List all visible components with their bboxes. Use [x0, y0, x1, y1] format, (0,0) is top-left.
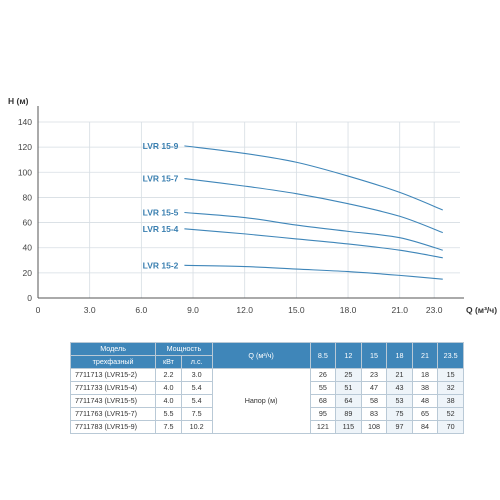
chart-grid [38, 121, 460, 298]
head-cell: 25 [335, 368, 362, 382]
series-label-lvr-15-7: LVR 15-7 [143, 174, 179, 184]
head-cell: 75 [386, 407, 413, 421]
chart-axes [37, 106, 464, 299]
table-header-row-1: Модель Мощность Q (м³/ч) 8.5 12 15 18 21… [69, 342, 464, 369]
y-tick-label: 40 [23, 243, 33, 253]
chart-series: LVR 15-9 LVR 15-7 LVR 15-5 LVR 15-4 LVR 15-2 [143, 141, 443, 280]
head-cell: 52 [437, 407, 464, 421]
head-cell: 48 [411, 394, 439, 408]
table-row: 7711763 (LVR15-7) 5.5 7.5 95 89 83 75 65… [69, 407, 464, 421]
x-tick-label: 15.0 [288, 305, 305, 315]
head-cell: 89 [335, 407, 362, 421]
x-tick-label: 12.0 [236, 305, 253, 315]
head-cell: 121 [309, 420, 337, 434]
model-cell: 7711733 (LVR15-4) [69, 381, 157, 395]
kw-cell: 7.5 [155, 420, 182, 434]
x-tick-label: 6.0 [135, 305, 147, 315]
hp-cell: 3.0 [180, 368, 213, 382]
head-cell: 26 [309, 368, 337, 382]
y-axis-title: H (м) [8, 96, 29, 106]
power-header: Мощность [155, 342, 213, 356]
q-value-header: 21 [411, 342, 439, 369]
head-cell: 15 [437, 368, 464, 382]
kw-cell: 2.2 [155, 368, 182, 382]
series-label-lvr-15-2: LVR 15-2 [143, 260, 179, 270]
pump-performance-chart: 0 3.0 6.0 9.0 12.0 15.0 18.0 21.0 23.0 0 20 40 60 80 1… [8, 96, 497, 315]
head-cell: 23 [360, 368, 388, 382]
q-value-header: 8.5 [309, 342, 337, 369]
chart-tick-labels: 0 3.0 6.0 9.0 12.0 15.0 18.0 21.0 23.0 0 20 40 60 80 1… [18, 117, 443, 315]
q-header: Q (м³/ч) [211, 342, 311, 369]
head-cell: 65 [411, 407, 439, 421]
head-cell: 32 [437, 381, 464, 395]
curve-lvr-15-9 [184, 145, 443, 211]
q-value-header: 12 [335, 342, 362, 369]
table-row: 7711713 (LVR15-2) 2.2 3.0 Напор (м) 26 2… [69, 368, 464, 434]
table-row: 7711733 (LVR15-4) 4.0 5.4 55 51 47 43 38… [69, 381, 464, 395]
series-label-lvr-15-4: LVR 15-4 [143, 224, 179, 234]
model-header: Модель [69, 342, 157, 356]
kw-header: кВт [155, 355, 182, 369]
head-cell: 84 [411, 420, 439, 434]
model-cell: 7711783 (LVR15-9) [69, 420, 157, 434]
x-tick-label: 0 [36, 305, 41, 315]
kw-cell: 5.5 [155, 407, 182, 421]
x-tick-label: 18.0 [340, 305, 357, 315]
y-tick-label: 20 [23, 268, 33, 278]
head-cell: 68 [309, 394, 337, 408]
head-label-cell: Напор (м) [211, 368, 311, 434]
head-cell: 95 [309, 407, 337, 421]
table-row: 7711743 (LVR15-5) 4.0 5.4 68 64 58 53 48… [69, 394, 464, 408]
head-cell: 97 [386, 420, 413, 434]
x-tick-label: 21.0 [391, 305, 408, 315]
y-tick-label: 80 [23, 192, 33, 202]
curve-lvr-15-5 [184, 211, 443, 251]
head-cell: 38 [437, 394, 464, 408]
x-axis-title: Q (м³/ч) [466, 305, 497, 315]
model-cell: 7711763 (LVR15-7) [69, 407, 157, 421]
x-tick-label: 3.0 [84, 305, 96, 315]
y-tick-label: 60 [23, 218, 33, 228]
curve-lvr-15-4 [184, 228, 443, 259]
head-cell: 51 [335, 381, 362, 395]
head-cell: 70 [437, 420, 464, 434]
q-value-header: 15 [360, 342, 388, 369]
series-label-lvr-15-9: LVR 15-9 [143, 141, 179, 151]
hp-cell: 5.4 [180, 394, 213, 408]
hp-cell: 7.5 [180, 407, 213, 421]
hp-cell: 5.4 [180, 381, 213, 395]
curve-lvr-15-2 [184, 264, 443, 280]
head-cell: 55 [309, 381, 337, 395]
x-tick-label: 9.0 [187, 305, 199, 315]
head-cell: 115 [335, 420, 362, 434]
head-cell: 21 [386, 368, 413, 382]
y-tick-label: 140 [18, 117, 32, 127]
head-cell: 83 [360, 407, 388, 421]
kw-cell: 4.0 [155, 381, 182, 395]
model-cell: 7711713 (LVR15-2) [69, 368, 157, 382]
curve-lvr-15-7 [184, 178, 443, 234]
q-value-header: 18 [386, 342, 413, 369]
head-cell: 53 [386, 394, 413, 408]
head-cell: 38 [411, 381, 439, 395]
x-tick-label: 23.0 [426, 305, 443, 315]
hp-cell: 10.2 [180, 420, 213, 434]
pump-spec-table: Модель Мощность Q (м³/ч) 8.5 12 15 18 21… [69, 342, 464, 434]
head-cell: 18 [411, 368, 439, 382]
q-value-header: 23.5 [437, 342, 464, 369]
head-cell: 43 [386, 381, 413, 395]
y-tick-label: 100 [18, 167, 32, 177]
hp-header: л.с. [180, 355, 213, 369]
y-tick-label: 120 [18, 142, 32, 152]
model-subheader: трехфазный [69, 355, 157, 369]
model-cell: 7711743 (LVR15-5) [69, 394, 157, 408]
table-row: 7711783 (LVR15-9) 7.5 10.2 121 115 108 9… [69, 420, 464, 434]
head-cell: 47 [360, 381, 388, 395]
kw-cell: 4.0 [155, 394, 182, 408]
head-cell: 64 [335, 394, 362, 408]
series-label-lvr-15-5: LVR 15-5 [143, 208, 179, 218]
y-tick-label: 0 [27, 293, 32, 303]
head-cell: 108 [360, 420, 388, 434]
head-cell: 58 [360, 394, 388, 408]
